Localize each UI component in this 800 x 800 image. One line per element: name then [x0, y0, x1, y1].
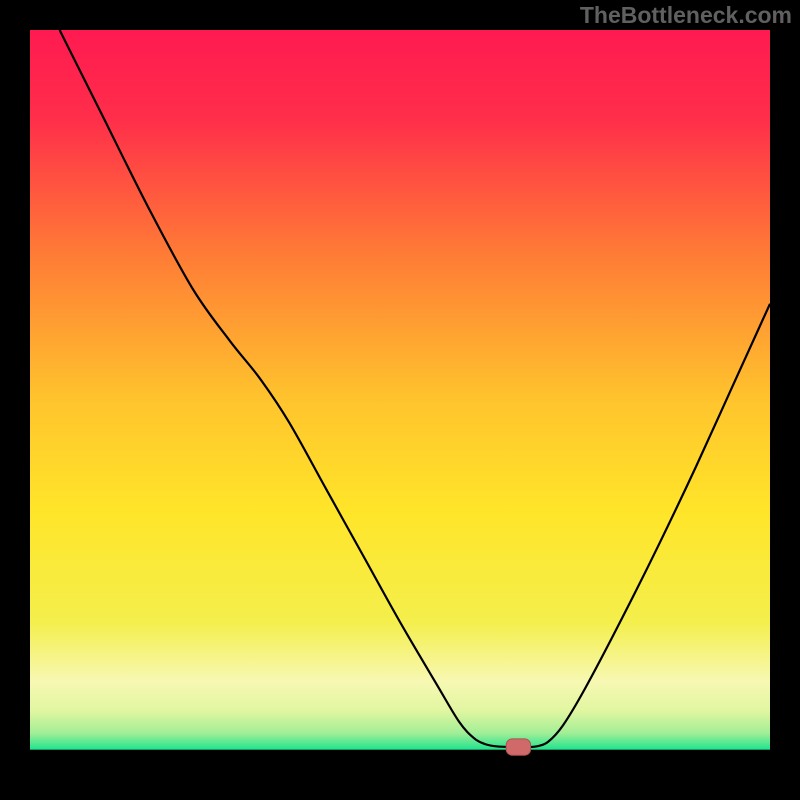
- bottleneck-chart: [0, 0, 800, 800]
- plot-background: [30, 30, 770, 770]
- watermark-text: TheBottleneck.com: [580, 2, 792, 29]
- chart-container: TheBottleneck.com: [0, 0, 800, 800]
- optimum-marker: [506, 739, 530, 755]
